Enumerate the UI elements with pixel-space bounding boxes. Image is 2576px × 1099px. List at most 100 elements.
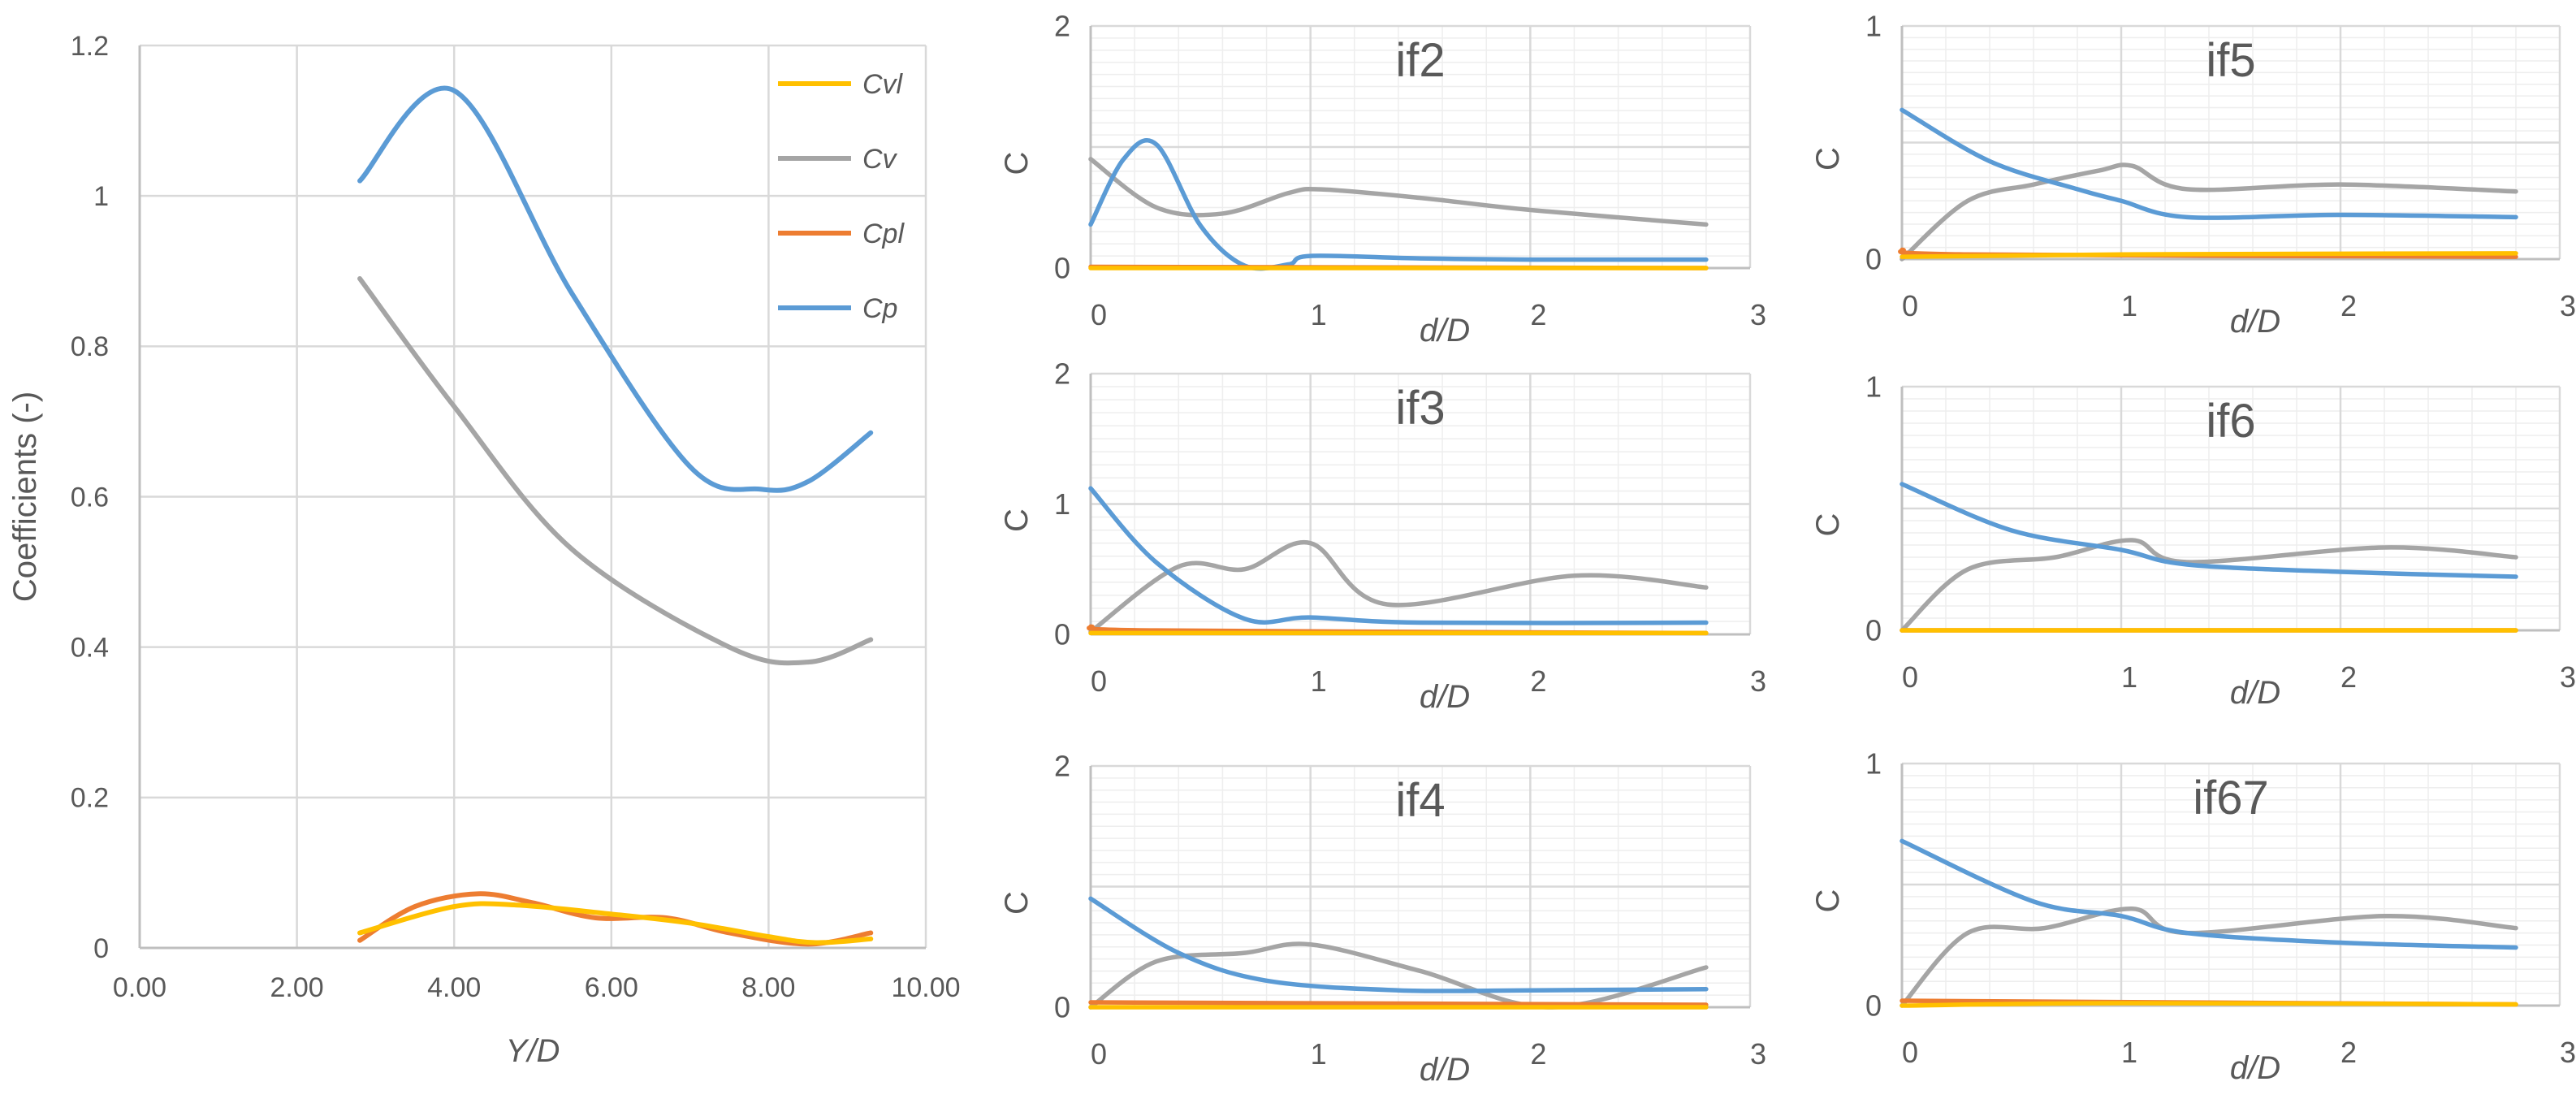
series-group: [1088, 138, 1709, 271]
legend-label: Cvl: [862, 69, 904, 100]
series-line-cp: [1900, 482, 2518, 579]
gridlines: [1091, 764, 1752, 1007]
y-tick-label: 0.6: [71, 482, 109, 513]
x-tick-label: 0: [1902, 660, 1918, 694]
y-tick-label: 1: [1865, 10, 1882, 43]
y-tick-label: 0: [1865, 243, 1882, 276]
y-axis-title: C: [999, 152, 1035, 175]
y-tick-label: 0: [1054, 252, 1070, 285]
y-tick-label: 0: [1865, 614, 1882, 647]
series-line-cp: [1088, 896, 1709, 993]
x-axis-title: d/D: [2230, 1050, 2280, 1086]
legend-label: Cv: [862, 144, 898, 175]
series-line-cv: [357, 276, 874, 666]
y-tick-label: 1: [93, 181, 109, 212]
y-tick-label: 0: [1865, 989, 1882, 1023]
chart-title: if4: [1395, 774, 1445, 827]
x-tick-label: 2: [2340, 660, 2357, 694]
gridlines: [140, 44, 927, 948]
series-line-cp: [1088, 486, 1709, 625]
x-tick-label: 0: [1091, 1037, 1107, 1071]
series-line-cv: [1900, 906, 2518, 1008]
gridlines: [1902, 385, 2561, 630]
chart-title: if3: [1395, 382, 1445, 435]
y-tick-label: 1: [1865, 747, 1882, 781]
y-axis-title: C: [999, 891, 1035, 915]
y-tick-label: 0.2: [71, 783, 109, 814]
x-tick-label: 0: [1091, 664, 1107, 698]
y-tick-label: 2: [1054, 750, 1070, 783]
x-tick-label: 4.00: [427, 972, 481, 1003]
chart-title: if6: [2206, 395, 2255, 448]
series-line-cp: [1900, 107, 2518, 220]
x-tick-label: 6.00: [585, 972, 638, 1003]
y-axis-title: C: [999, 508, 1035, 532]
y-axis-title: C: [1810, 513, 1846, 537]
x-tick-label: 2: [1530, 664, 1546, 698]
x-tick-label: 2: [1530, 298, 1546, 331]
series-group: [1088, 896, 1709, 1010]
x-tick-label: 0: [1091, 298, 1107, 331]
x-tick-label: 3: [2560, 289, 2576, 322]
chart-title: if67: [2193, 772, 2269, 824]
legend-item-cvl: Cvl: [778, 69, 904, 100]
legend-item-cv: Cv: [778, 144, 898, 175]
x-tick-label: 2: [2340, 289, 2357, 322]
legend-label: Cp: [862, 293, 897, 324]
x-axis-title: Y/D: [506, 1033, 560, 1069]
y-tick-label: 0.4: [71, 633, 109, 664]
x-tick-label: 10.00: [891, 972, 960, 1003]
x-tick-label: 3: [1750, 1037, 1766, 1071]
chart-title: if5: [2206, 34, 2255, 87]
y-tick-label: 1.2: [71, 31, 109, 62]
x-axis-title: d/D: [1420, 679, 1470, 715]
legend-item-cp: Cp: [778, 293, 897, 324]
x-axis-title: d/D: [2230, 675, 2280, 711]
chart-main: 0.00 2.00 4.00 6.00 8.00 10.00 0 0.2 0.4 0.6 0.8 1 1…: [7, 31, 961, 1069]
y-axis-title: C: [1810, 147, 1846, 171]
series-line-cp: [1900, 838, 2518, 950]
y-tick-label: 2: [1054, 10, 1070, 43]
x-tick-label: 3: [2560, 660, 2576, 694]
gridlines: [1091, 372, 1752, 634]
x-tick-label: 1: [1311, 298, 1327, 331]
chart-title: if2: [1395, 34, 1445, 87]
series-group: [1900, 838, 2518, 1008]
x-axis-title: d/D: [1420, 1052, 1470, 1088]
y-axis-title: C: [1810, 889, 1846, 913]
x-tick-label: 1: [1311, 1037, 1327, 1071]
x-tick-label: 3: [1750, 298, 1766, 331]
series-line-cv: [1900, 162, 2518, 262]
series-line-cpl: [1088, 1000, 1709, 1007]
legend-label: Cpl: [862, 219, 905, 249]
series-line-cv: [1088, 157, 1709, 227]
series-line-cp: [1088, 138, 1709, 271]
legend: Cvl Cv Cpl Cp: [778, 69, 905, 324]
series-group: [1898, 107, 2518, 262]
x-axis-title: d/D: [2230, 304, 2280, 340]
series-group: [1900, 482, 2518, 633]
x-tick-label: 1: [1311, 664, 1327, 698]
x-tick-label: 8.00: [741, 972, 795, 1003]
series-line-cvl: [357, 901, 874, 945]
y-tick-label: 0: [1054, 991, 1070, 1024]
x-tick-label: 1: [2121, 289, 2137, 322]
x-tick-label: 0: [1902, 1036, 1918, 1069]
x-tick-label: 1: [2121, 1036, 2137, 1069]
series-line-cv: [1088, 539, 1709, 634]
x-axis-title: d/D: [1420, 313, 1470, 348]
x-tick-label: 0: [1902, 289, 1918, 322]
y-tick-label: 1: [1865, 370, 1882, 404]
y-tick-label: 1: [1054, 487, 1070, 521]
y-tick-label: 0: [93, 933, 109, 964]
x-tick-label: 2: [1530, 1037, 1546, 1071]
series-line-cp: [357, 85, 874, 493]
series-group: [1087, 486, 1709, 636]
series-line-cvl: [1900, 251, 2518, 259]
